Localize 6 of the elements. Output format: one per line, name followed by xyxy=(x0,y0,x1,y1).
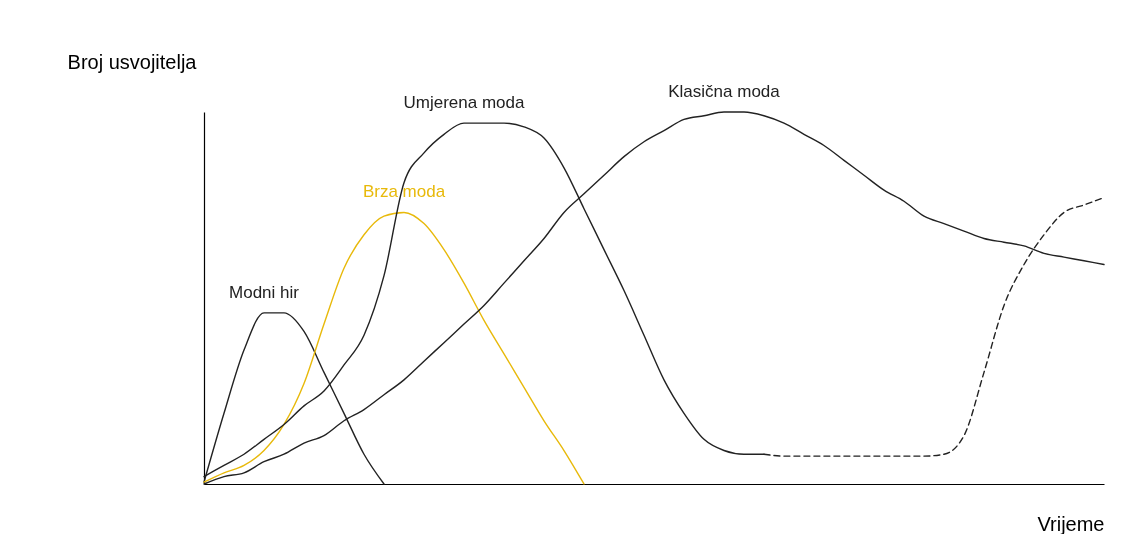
series-label: Brza moda xyxy=(362,182,446,202)
y-axis-title: Broj usvojitelja xyxy=(67,50,198,73)
x-axis-title: Vrijeme xyxy=(1037,512,1105,535)
series-label: Modni hir xyxy=(229,282,300,302)
series-label: Umjerena moda xyxy=(403,93,526,113)
series-label: Klasična moda xyxy=(668,82,781,101)
